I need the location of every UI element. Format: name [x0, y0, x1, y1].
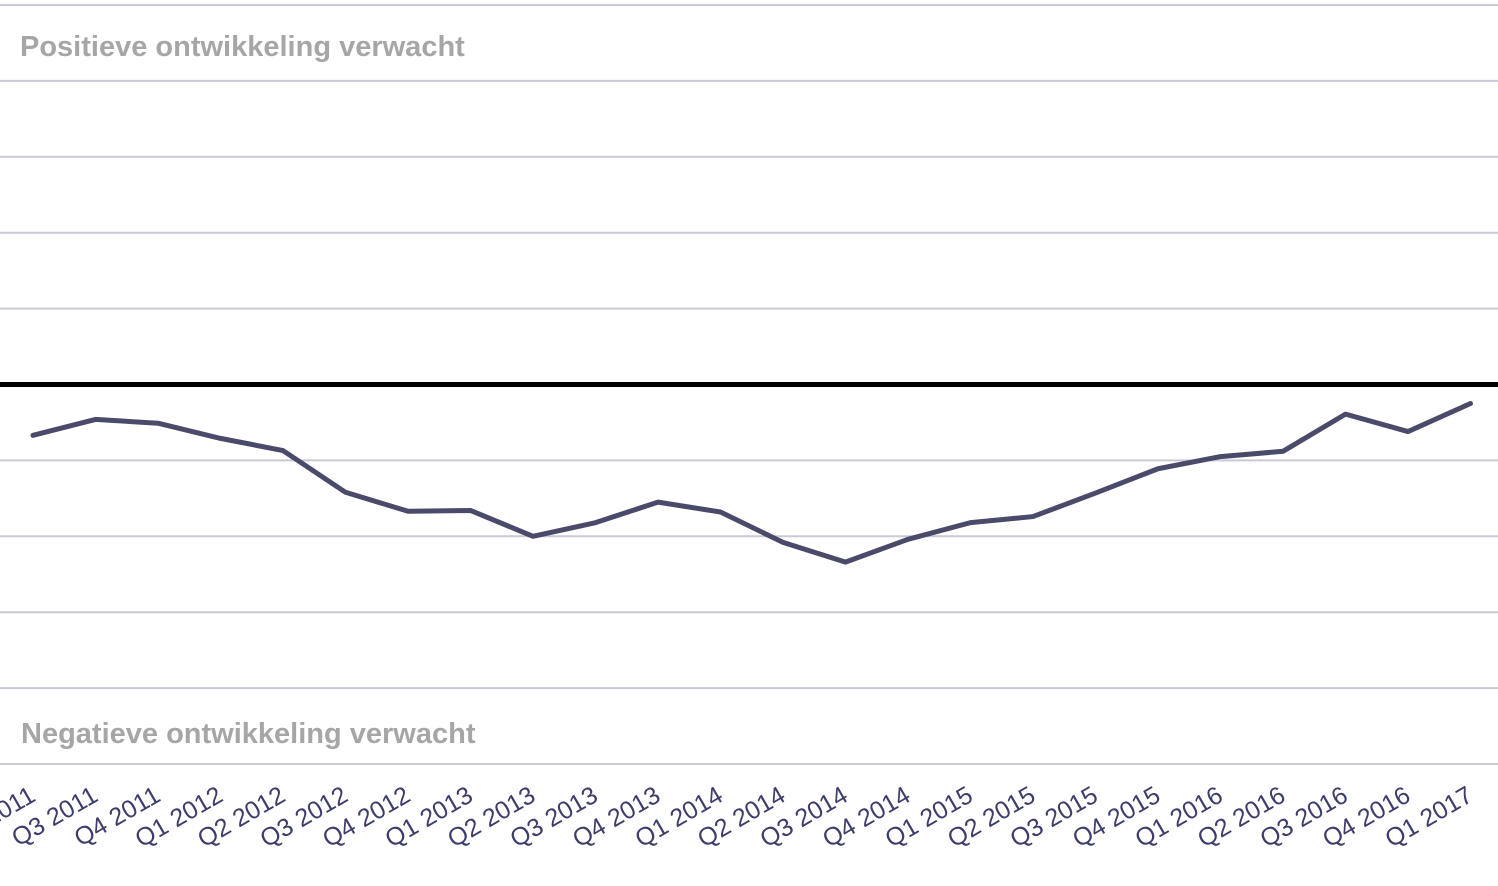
- annotation: Negatieve ontwikkeling verwacht: [21, 718, 476, 750]
- annotation: Positieve ontwikkeling verwacht: [20, 31, 465, 63]
- line-series: [30, 400, 1473, 565]
